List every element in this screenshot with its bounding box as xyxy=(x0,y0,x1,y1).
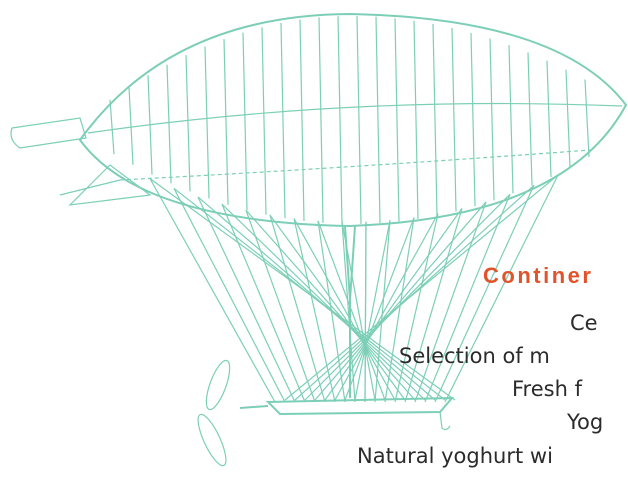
suspension-line xyxy=(415,202,486,402)
suspension-line xyxy=(222,204,305,402)
menu-item: Selection of m xyxy=(399,344,550,368)
menu-item: Fresh f xyxy=(512,377,583,401)
suspension-line xyxy=(405,208,462,402)
flag xyxy=(11,118,86,148)
envelope-rib xyxy=(262,27,266,214)
propeller-shaft xyxy=(240,406,268,408)
envelope-rib xyxy=(395,18,399,221)
envelope-rib xyxy=(110,100,114,154)
propeller-blade xyxy=(193,411,231,469)
suspension-line xyxy=(342,222,375,400)
suspension-line xyxy=(270,215,405,400)
envelope-rib xyxy=(566,70,570,168)
envelope-rib xyxy=(243,33,247,210)
envelope-rib xyxy=(471,33,475,206)
envelope-rib xyxy=(376,17,380,223)
propeller-blade xyxy=(202,358,235,412)
menu-item: Natural yoghurt wi xyxy=(357,444,553,468)
envelope-rib xyxy=(509,45,513,193)
envelope-rib xyxy=(585,80,589,158)
envelope-rib xyxy=(129,87,133,165)
suspension-line xyxy=(246,210,315,402)
envelope-rib xyxy=(186,55,190,191)
suspension-line xyxy=(365,222,366,400)
envelope-seam xyxy=(120,150,590,180)
anchor xyxy=(440,412,450,430)
envelope-rib xyxy=(338,16,342,224)
envelope-rib xyxy=(167,65,171,184)
menu-screen: Continer Ce Selection of m Fresh f Yog N… xyxy=(0,0,628,479)
menu-item: Ce xyxy=(570,311,598,335)
menu-item: Yog xyxy=(566,410,603,434)
suspension-line xyxy=(198,197,435,400)
page: Continer Ce Selection of m Fresh f Yog N… xyxy=(0,0,628,479)
envelope-rib xyxy=(357,16,361,224)
envelope-rib xyxy=(547,61,551,177)
suspension-line xyxy=(375,220,390,402)
envelope-rib xyxy=(224,39,228,205)
gondola xyxy=(268,398,452,414)
suspension-line xyxy=(294,219,335,402)
suspension-line xyxy=(435,185,534,402)
envelope-rib xyxy=(433,24,437,216)
envelope-rib xyxy=(414,21,418,219)
envelope xyxy=(80,14,626,226)
envelope-rib xyxy=(490,39,494,201)
envelope-rib xyxy=(319,17,323,222)
envelope-rib xyxy=(528,52,532,185)
menu-heading: Continer xyxy=(483,263,593,288)
envelope-rib xyxy=(452,28,456,211)
envelope-rib xyxy=(281,23,285,218)
suspension-line xyxy=(395,214,438,402)
tail-fin xyxy=(60,165,150,205)
envelope-rib xyxy=(300,20,304,221)
